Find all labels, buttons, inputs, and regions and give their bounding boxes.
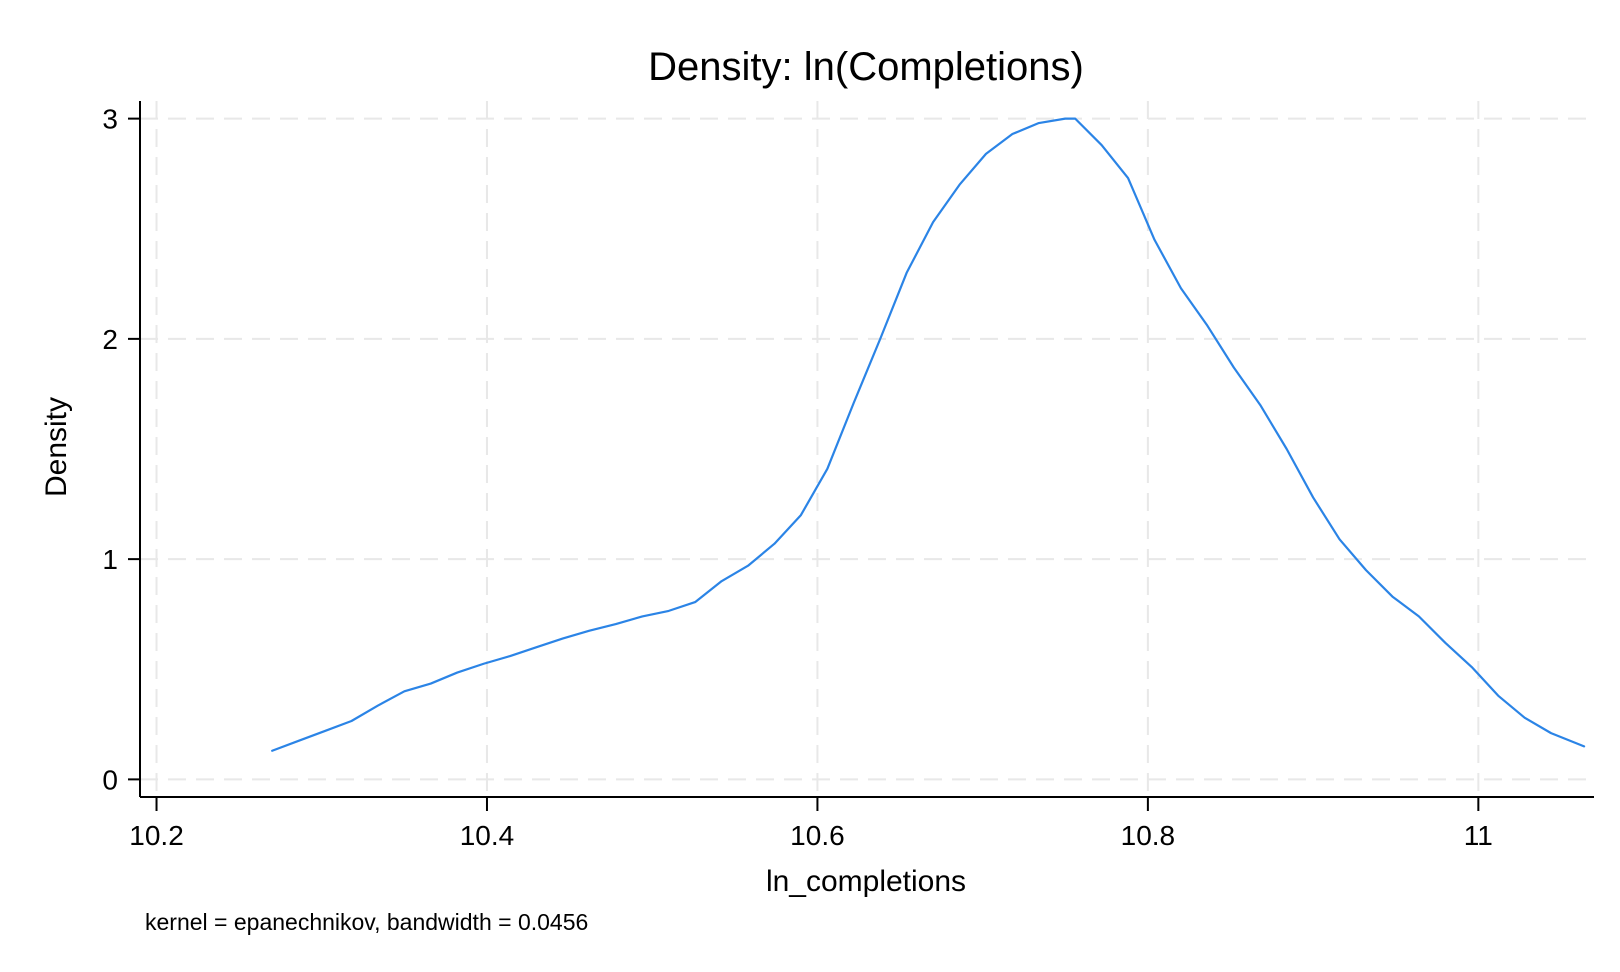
y-tick-label: 0 [102, 764, 118, 795]
x-tick-label: 10.4 [460, 820, 515, 851]
y-tick-label: 1 [102, 544, 118, 575]
y-axis-ticks: 0 1 2 3 [102, 104, 140, 795]
chart-title: Density: ln(Completions) [648, 45, 1084, 89]
x-tick-label: 10.2 [129, 820, 184, 851]
x-axis-ticks: 10.2 10.4 10.6 10.8 11 [129, 797, 1493, 851]
density-line [271, 117, 1586, 752]
y-tick-label: 3 [102, 104, 118, 135]
grid-lines [140, 101, 1594, 797]
kernel-note: kernel = epanechnikov, bandwidth = 0.045… [145, 909, 588, 935]
x-tick-label: 10.6 [790, 820, 845, 851]
y-axis-label: Density [40, 397, 73, 497]
y-tick-label: 2 [102, 324, 118, 355]
x-tick-label: 10.8 [1121, 820, 1176, 851]
x-axis-label: ln_completions [766, 865, 966, 898]
x-tick-label: 11 [1464, 820, 1493, 851]
